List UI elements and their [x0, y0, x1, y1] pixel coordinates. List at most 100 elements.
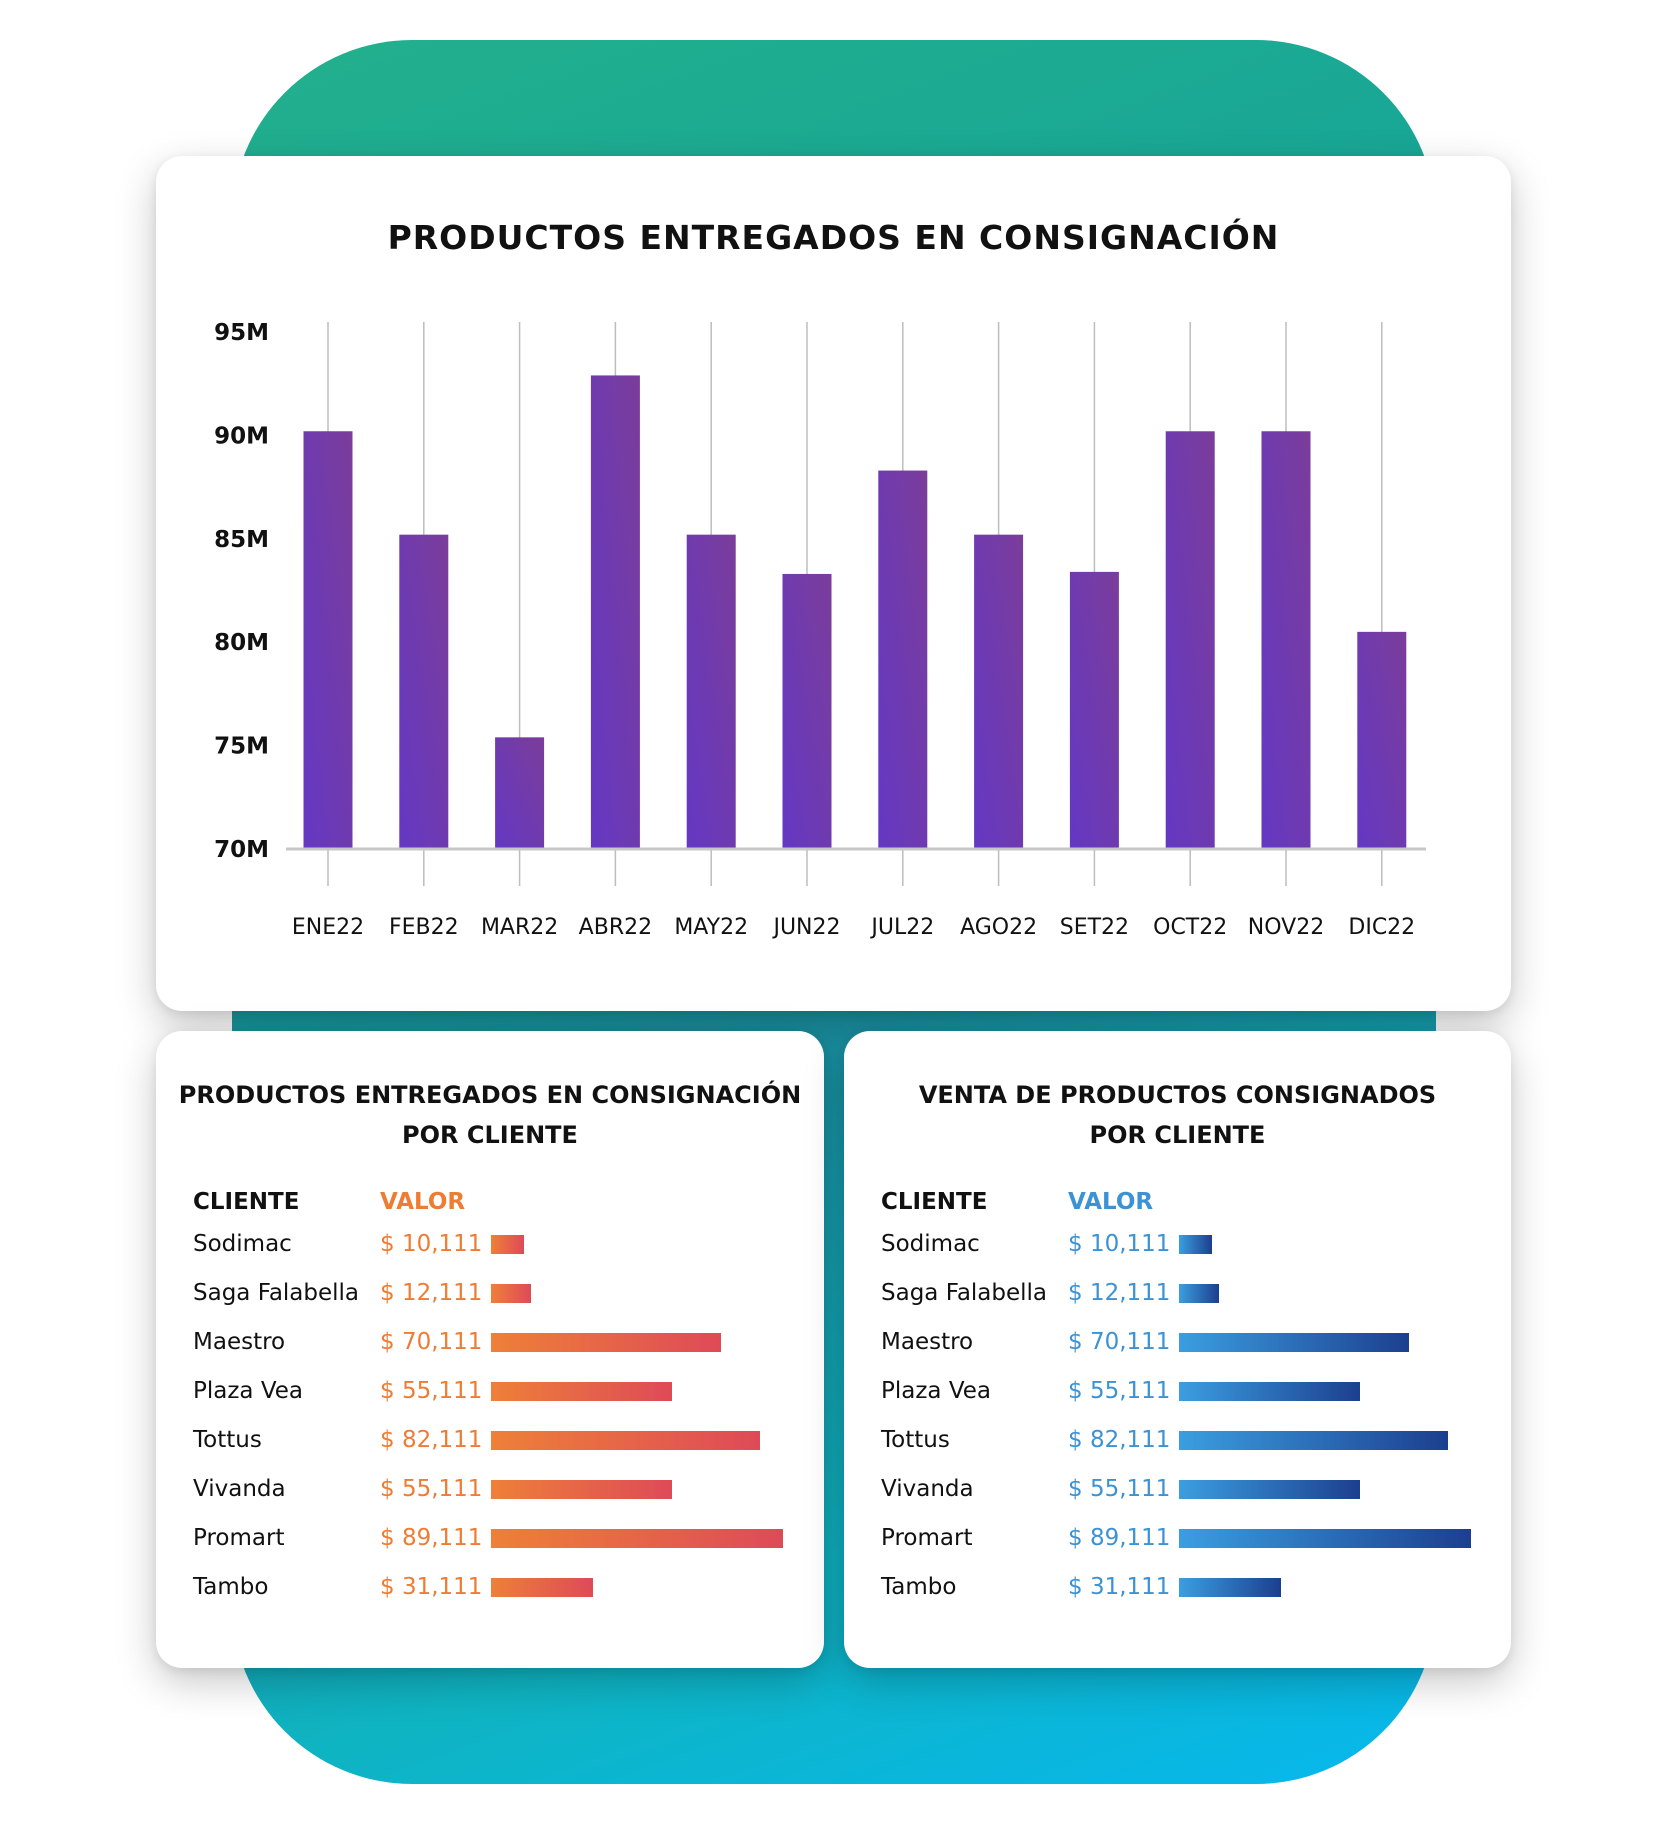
client-name: Plaza Vea: [193, 1378, 304, 1404]
table-row: Saga Falabella $ 12,111: [844, 1273, 1511, 1313]
client-name: Vivanda: [881, 1476, 974, 1502]
x-tick-label: MAY22: [674, 915, 748, 940]
client-value: $ 10,111: [380, 1231, 483, 1257]
main-chart-title: PRODUCTOS ENTREGADOS EN CONSIGNACIÓN: [387, 218, 1280, 257]
table-row: Vivanda $ 55,111: [844, 1469, 1511, 1509]
bar-may22: [686, 534, 736, 849]
client-name: Tambo: [881, 1574, 957, 1600]
client-value: $ 10,111: [1068, 1231, 1171, 1257]
client-name: Tambo: [193, 1574, 269, 1600]
value-bar: [1179, 1333, 1409, 1352]
client-value: $ 89,111: [380, 1525, 483, 1551]
column-header-value: VALOR: [380, 1189, 466, 1215]
client-value: $ 55,111: [1068, 1476, 1171, 1502]
column-header-value: VALOR: [1068, 1189, 1154, 1215]
value-bar: [491, 1333, 721, 1352]
value-bar: [1179, 1529, 1471, 1548]
table-row: Tottus $ 82,111: [156, 1420, 824, 1460]
client-name: Saga Falabella: [881, 1280, 1048, 1306]
client-value: $ 89,111: [1068, 1525, 1171, 1551]
client-name: Tottus: [193, 1427, 262, 1453]
clients-sales-title-line-2: POR CLIENTE: [1089, 1121, 1266, 1149]
y-tick-label: 70M: [214, 837, 269, 863]
x-tick-label: JUN22: [771, 915, 840, 940]
bar-nov22: [1261, 431, 1311, 849]
x-tick-label: ENE22: [292, 915, 364, 940]
value-bar: [491, 1578, 593, 1597]
table-row: Plaza Vea $ 55,111: [156, 1371, 824, 1411]
bar-set22: [1069, 571, 1119, 849]
client-name: Promart: [193, 1525, 285, 1551]
x-tick-label: JUL22: [869, 915, 934, 940]
value-bar: [1179, 1235, 1212, 1254]
table-row: Sodimac $ 10,111: [844, 1224, 1511, 1264]
table-row: Promart $ 89,111: [844, 1518, 1511, 1558]
bar-mar22: [495, 737, 545, 849]
bar-jun22: [782, 573, 832, 849]
client-value: $ 12,111: [380, 1280, 483, 1306]
clients-delivered-title-line-1: PRODUCTOS ENTREGADOS EN CONSIGNACIÓN: [178, 1081, 802, 1109]
client-name: Maestro: [881, 1329, 974, 1355]
column-header-client: CLIENTE: [193, 1189, 300, 1215]
bar-oct22: [1165, 431, 1215, 849]
value-bar: [491, 1431, 760, 1450]
client-value: $ 55,111: [1068, 1378, 1171, 1404]
x-tick-label: FEB22: [389, 915, 459, 940]
clients-delivered-title: PRODUCTOS ENTREGADOS EN CONSIGNACIÓN POR…: [156, 1075, 824, 1155]
client-value: $ 70,111: [380, 1329, 483, 1355]
y-tick-label: 90M: [214, 423, 269, 449]
client-value: $ 82,111: [380, 1427, 483, 1453]
client-name: Saga Falabella: [193, 1280, 360, 1306]
client-name: Vivanda: [193, 1476, 286, 1502]
value-bar: [491, 1480, 672, 1499]
value-bar: [1179, 1284, 1219, 1303]
bar-jul22: [878, 470, 928, 849]
y-tick-label: 80M: [214, 630, 269, 656]
value-bar: [491, 1382, 672, 1401]
value-bar: [491, 1529, 783, 1548]
column-header-client: CLIENTE: [881, 1189, 988, 1215]
bar-chart: ENE22 FEB22 MAR22 ABR22 MAY22 JUN22 JUL22 AGO22…: [214, 320, 1426, 940]
client-name: Maestro: [193, 1329, 286, 1355]
value-bar: [491, 1235, 524, 1254]
value-bar: [491, 1284, 531, 1303]
x-tick-label: SET22: [1060, 915, 1129, 940]
table-row: Maestro $ 70,111: [844, 1322, 1511, 1362]
client-value: $ 82,111: [1068, 1427, 1171, 1453]
bar-dic22: [1357, 631, 1407, 849]
client-value: $ 31,111: [380, 1574, 483, 1600]
x-tick-label: MAR22: [481, 915, 558, 940]
value-bar: [1179, 1578, 1281, 1597]
y-tick-label: 95M: [214, 320, 269, 346]
bar-abr22: [590, 375, 640, 849]
client-name: Sodimac: [881, 1231, 980, 1257]
x-tick-label: AGO22: [960, 915, 1037, 940]
client-value: $ 31,111: [1068, 1574, 1171, 1600]
table-row: Maestro $ 70,111: [156, 1322, 824, 1362]
y-tick-label: 85M: [214, 527, 269, 553]
client-name: Sodimac: [193, 1231, 292, 1257]
y-tick-label: 75M: [214, 734, 269, 760]
main-chart-card: PRODUCTOS ENTREGADOS EN CONSIGNACIÓN ENE…: [156, 156, 1511, 1011]
clients-sales-title: VENTA DE PRODUCTOS CONSIGNADOS POR CLIEN…: [844, 1075, 1511, 1155]
clients-sales-title-line-1: VENTA DE PRODUCTOS CONSIGNADOS: [918, 1081, 1437, 1109]
clients-sales-card: VENTA DE PRODUCTOS CONSIGNADOS POR CLIEN…: [844, 1031, 1511, 1668]
table-row: Vivanda $ 55,111: [156, 1469, 824, 1509]
x-tick-label: DIC22: [1348, 915, 1415, 940]
x-tick-label: NOV22: [1248, 915, 1324, 940]
bar-feb22: [399, 534, 449, 849]
client-name: Tottus: [881, 1427, 950, 1453]
clients-delivered-title-line-2: POR CLIENTE: [402, 1121, 578, 1149]
table-row: Sodimac $ 10,111: [156, 1224, 824, 1264]
x-tick-label: OCT22: [1153, 915, 1227, 940]
table-row: Promart $ 89,111: [156, 1518, 824, 1558]
table-row: Saga Falabella $ 12,111: [156, 1273, 824, 1313]
table-row: Tambo $ 31,111: [844, 1567, 1511, 1607]
client-value: $ 12,111: [1068, 1280, 1171, 1306]
value-bar: [1179, 1382, 1360, 1401]
bar-ene22: [303, 431, 353, 849]
value-bar: [1179, 1480, 1360, 1499]
client-value: $ 55,111: [380, 1476, 483, 1502]
client-name: Promart: [881, 1525, 973, 1551]
client-name: Plaza Vea: [881, 1378, 992, 1404]
